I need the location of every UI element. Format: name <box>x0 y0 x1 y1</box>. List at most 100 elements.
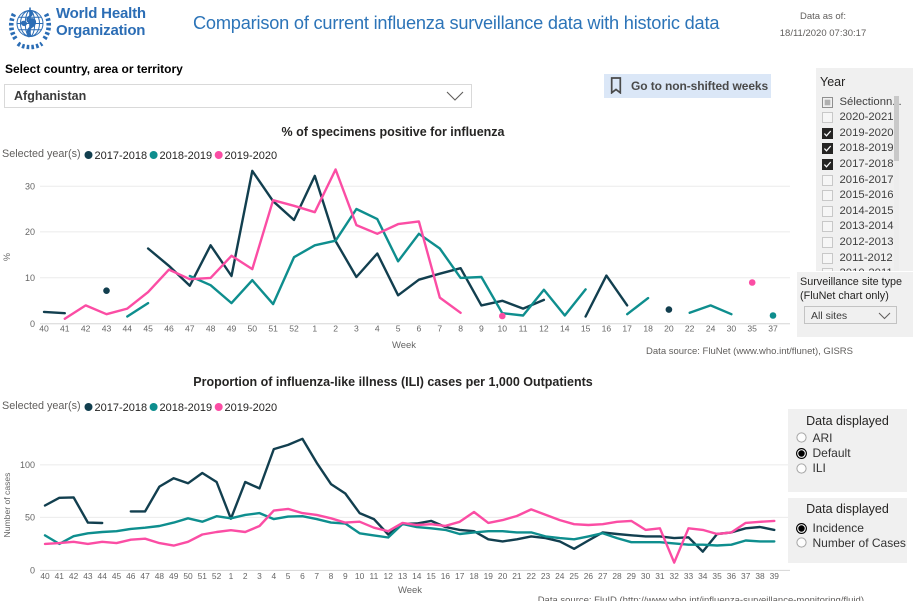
svg-text:3: 3 <box>354 324 359 334</box>
svg-text:%: % <box>2 253 12 261</box>
svg-text:34: 34 <box>698 571 708 581</box>
svg-text:37: 37 <box>741 571 751 581</box>
svg-text:21: 21 <box>512 571 522 581</box>
svg-text:7: 7 <box>437 324 442 334</box>
svg-text:16: 16 <box>441 571 451 581</box>
svg-text:14: 14 <box>412 571 422 581</box>
svg-text:47: 47 <box>185 324 195 334</box>
svg-text:Number of cases: Number of cases <box>2 473 12 538</box>
svg-text:6: 6 <box>417 324 422 334</box>
svg-text:10: 10 <box>25 273 35 283</box>
svg-text:0: 0 <box>30 319 35 329</box>
svg-text:9: 9 <box>343 571 348 581</box>
svg-text:5: 5 <box>286 571 291 581</box>
svg-text:25: 25 <box>569 571 579 581</box>
svg-text:6: 6 <box>300 571 305 581</box>
svg-text:11: 11 <box>370 571 379 581</box>
svg-text:35: 35 <box>747 324 757 334</box>
svg-text:43: 43 <box>102 324 112 334</box>
svg-text:10: 10 <box>355 571 365 581</box>
svg-text:29: 29 <box>627 571 637 581</box>
svg-text:17: 17 <box>622 324 632 334</box>
svg-text:45: 45 <box>112 571 122 581</box>
svg-text:5: 5 <box>396 324 401 334</box>
svg-text:3: 3 <box>257 571 262 581</box>
svg-text:43: 43 <box>83 571 93 581</box>
svg-text:8: 8 <box>458 324 463 334</box>
svg-text:20: 20 <box>664 324 674 334</box>
svg-text:49: 49 <box>227 324 237 334</box>
svg-text:40: 40 <box>40 571 50 581</box>
svg-text:46: 46 <box>164 324 174 334</box>
svg-text:2019-2020: 2019-2020 <box>225 402 278 414</box>
svg-text:18: 18 <box>643 324 653 334</box>
svg-text:17: 17 <box>455 571 465 581</box>
svg-text:50: 50 <box>248 324 258 334</box>
svg-text:51: 51 <box>268 324 278 334</box>
svg-text:32: 32 <box>670 571 680 581</box>
svg-text:28: 28 <box>612 571 622 581</box>
svg-text:23: 23 <box>541 571 551 581</box>
svg-text:47: 47 <box>140 571 150 581</box>
svg-text:46: 46 <box>126 571 136 581</box>
svg-text:12: 12 <box>539 324 549 334</box>
svg-text:14: 14 <box>560 324 570 334</box>
svg-text:20: 20 <box>25 227 35 237</box>
svg-text:44: 44 <box>98 571 108 581</box>
svg-text:24: 24 <box>706 324 716 334</box>
svg-text:16: 16 <box>602 324 612 334</box>
svg-text:2018-2019: 2018-2019 <box>160 150 213 162</box>
svg-text:51: 51 <box>198 571 208 581</box>
svg-text:48: 48 <box>206 324 216 334</box>
svg-text:30: 30 <box>25 181 35 191</box>
svg-text:35: 35 <box>712 571 722 581</box>
svg-text:8: 8 <box>329 571 334 581</box>
svg-text:12: 12 <box>384 571 394 581</box>
svg-text:1: 1 <box>229 571 234 581</box>
svg-text:10: 10 <box>498 324 508 334</box>
svg-text:100: 100 <box>20 460 35 470</box>
svg-text:24: 24 <box>555 571 565 581</box>
svg-text:22: 22 <box>527 571 537 581</box>
svg-text:15: 15 <box>581 324 591 334</box>
svg-text:11: 11 <box>519 324 528 334</box>
svg-text:42: 42 <box>81 324 91 334</box>
svg-text:42: 42 <box>69 571 79 581</box>
svg-text:52: 52 <box>289 324 299 334</box>
svg-text:9: 9 <box>479 324 484 334</box>
svg-text:2018-2019: 2018-2019 <box>160 402 213 414</box>
svg-text:0: 0 <box>30 565 35 575</box>
svg-text:18: 18 <box>469 571 479 581</box>
svg-text:13: 13 <box>398 571 408 581</box>
svg-text:37: 37 <box>768 324 778 334</box>
svg-text:45: 45 <box>143 324 153 334</box>
svg-text:41: 41 <box>60 324 70 334</box>
svg-text:30: 30 <box>727 324 737 334</box>
svg-text:36: 36 <box>727 571 737 581</box>
svg-text:2: 2 <box>333 324 338 334</box>
svg-text:Week: Week <box>398 585 422 596</box>
svg-text:50: 50 <box>183 571 193 581</box>
svg-text:52: 52 <box>212 571 222 581</box>
svg-text:Data source: FluNet (www.who.i: Data source: FluNet (www.who.int/flunet)… <box>646 346 853 357</box>
svg-text:2: 2 <box>243 571 248 581</box>
svg-text:Data source: FluID (http://www: Data source: FluID (http://www.who.int/i… <box>538 595 864 601</box>
svg-text:22: 22 <box>685 324 695 334</box>
svg-text:44: 44 <box>123 324 133 334</box>
svg-text:26: 26 <box>584 571 594 581</box>
svg-text:50: 50 <box>25 512 35 522</box>
svg-text:48: 48 <box>155 571 165 581</box>
svg-text:20: 20 <box>498 571 508 581</box>
svg-text:33: 33 <box>684 571 694 581</box>
svg-text:2017-2018: 2017-2018 <box>95 150 148 162</box>
svg-text:4: 4 <box>271 571 276 581</box>
svg-text:38: 38 <box>755 571 765 581</box>
svg-text:41: 41 <box>55 571 65 581</box>
svg-text:27: 27 <box>598 571 608 581</box>
svg-text:49: 49 <box>169 571 179 581</box>
svg-text:31: 31 <box>655 571 665 581</box>
svg-text:Week: Week <box>392 340 416 351</box>
svg-text:15: 15 <box>426 571 436 581</box>
svg-text:39: 39 <box>770 571 780 581</box>
svg-text:4: 4 <box>375 324 380 334</box>
